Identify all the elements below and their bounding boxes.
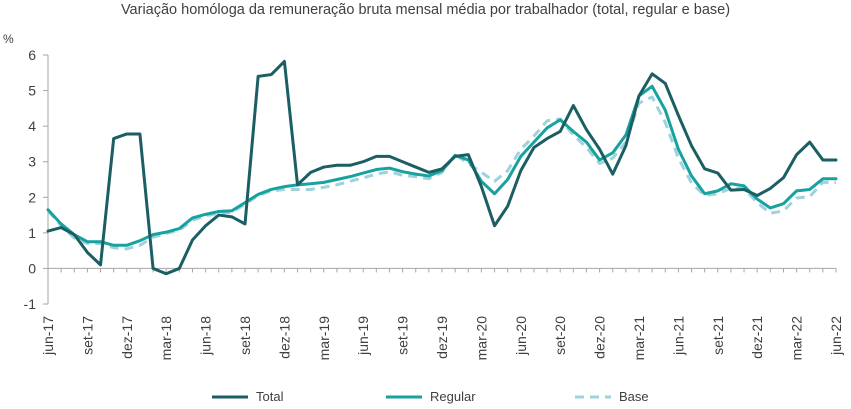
legend-label: Total <box>256 389 284 404</box>
y-tick-label: -1 <box>24 296 37 312</box>
x-tick-label: mar-19 <box>316 316 332 361</box>
x-tick-label: set-17 <box>79 316 95 355</box>
y-tick-label: 0 <box>28 260 36 276</box>
x-tick-label: jun-19 <box>355 316 371 356</box>
y-tick-label: 5 <box>28 83 36 99</box>
legend-item-base: Base <box>573 389 649 404</box>
legend-label: Regular <box>430 389 476 404</box>
series-line-base <box>46 95 836 251</box>
x-tick-label: set-18 <box>237 316 253 355</box>
y-tick-label: 2 <box>28 189 36 205</box>
x-tick-label: set-21 <box>710 316 726 355</box>
y-tick-label: 6 <box>28 47 36 63</box>
x-tick-label: set-20 <box>552 316 568 355</box>
x-tick-label: jun-18 <box>198 316 214 356</box>
x-tick-label: mar-18 <box>158 316 174 361</box>
y-tick-label: 4 <box>28 118 36 134</box>
legend-label: Base <box>619 389 649 404</box>
x-tick-label: dez-18 <box>276 316 292 359</box>
y-tick-label: 1 <box>28 225 36 241</box>
legend-swatch-regular <box>386 395 422 398</box>
y-tick-label: 3 <box>28 154 36 170</box>
legend-item-regular: Regular <box>384 389 476 404</box>
legend: Total Regular Base <box>0 389 851 409</box>
legend-item-total: Total <box>210 389 283 404</box>
x-tick-label: mar-21 <box>631 316 647 361</box>
legend-swatch-total <box>212 395 248 398</box>
x-tick-label: mar-20 <box>473 316 489 361</box>
x-tick-label: jun-17 <box>40 316 56 356</box>
axes: % -1 0 1 2 3 4 5 6 jun-17 set-17 dez-17 mar-18 jun-18… <box>3 32 844 360</box>
x-tick-label: mar-22 <box>789 316 805 361</box>
series-line-regular <box>46 84 838 247</box>
x-tick-label: dez-17 <box>119 316 135 359</box>
x-tick-label: dez-20 <box>592 316 608 359</box>
series-lines <box>46 59 838 276</box>
legend-swatch-base <box>575 395 611 398</box>
series-line-total <box>46 59 838 276</box>
x-tick-label: jun-20 <box>513 316 529 356</box>
chart-title: Variação homóloga da remuneração bruta m… <box>120 2 731 18</box>
x-tick-label: dez-19 <box>434 316 450 359</box>
x-tick-label: jun-22 <box>828 316 844 356</box>
x-tick-label: set-19 <box>395 316 411 355</box>
y-axis-unit-label: % <box>3 32 14 46</box>
x-tick-label: dez-21 <box>749 316 765 359</box>
x-tick-label: jun-21 <box>670 316 686 356</box>
